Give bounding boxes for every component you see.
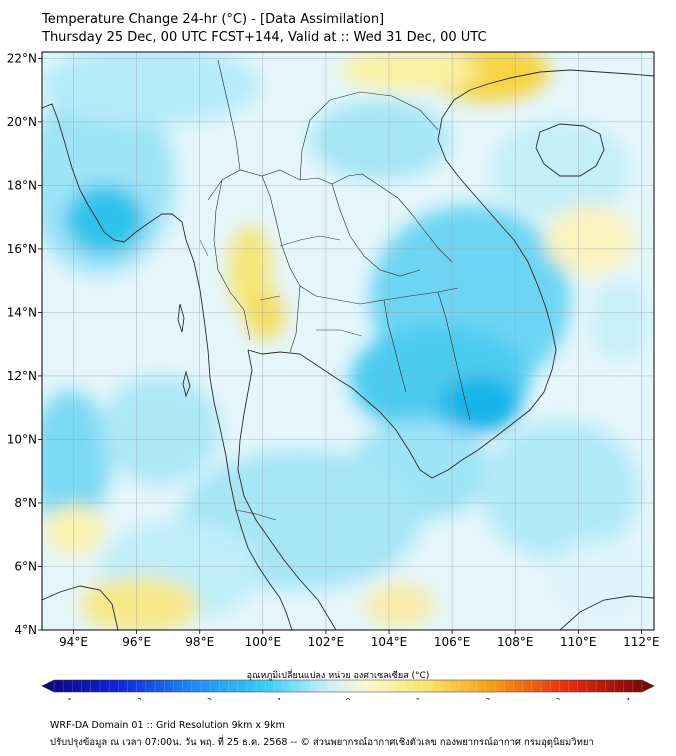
colorbar-tick-label: 4 (626, 697, 631, 700)
axis-ticks: 94°E 96°E 98°E 100°E 102°E 104°E 106°E 108°E 110… (7, 51, 660, 649)
lat-tick-label: 4°N (14, 623, 37, 637)
lat-tick-label: 10°N (7, 432, 37, 446)
lat-tick-label: 18°N (7, 178, 37, 192)
colorbar-tick-label: 3 (556, 697, 560, 700)
colorbar-tick-label: -1 (275, 697, 282, 700)
lat-tick-label: 20°N (7, 115, 37, 129)
lon-tick-label: 110°E (560, 635, 597, 649)
lon-tick-label: 112°E (623, 635, 660, 649)
colorbar-tick-label: 1 (416, 697, 420, 700)
lon-tick-label: 96°E (122, 635, 151, 649)
lon-tick-label: 108°E (497, 635, 534, 649)
lat-tick-label: 14°N (7, 305, 37, 319)
lon-tick-label: 102°E (308, 635, 345, 649)
map-title: Temperature Change 24-hr (°C) - [Data As… (42, 12, 385, 27)
graticule (42, 52, 654, 630)
lat-tick-label: 12°N (7, 369, 37, 383)
colorbar: -4 -3 -2 -1 0 1 2 3 4 (41, 679, 655, 700)
lat-tick-label: 22°N (7, 51, 37, 65)
colorbar-ticks: -4 -3 -2 -1 0 1 2 3 4 (53, 680, 643, 700)
colorbar-label: อุณหภูมิเปลี่ยนแปลง หน่วย องศาเซลเซียส (… (246, 671, 430, 681)
temperature-field (42, 52, 654, 630)
lon-tick-label: 98°E (185, 635, 214, 649)
lat-tick-label: 16°N (7, 242, 37, 256)
colorbar-tick-label: 0 (346, 697, 350, 700)
footer-model-info: WRF-DA Domain 01 :: Grid Resolution 9km … (50, 720, 285, 731)
footer-credit: ปรับปรุงข้อมูล ณ เวลา 07:00น. วัน พฤ. ที… (50, 737, 594, 748)
coastlines (42, 59, 654, 630)
temperature-map: 94°E 96°E 98°E 100°E 102°E 104°E 106°E 108°E 110… (7, 51, 660, 700)
lat-tick-label: 8°N (14, 496, 37, 510)
lon-tick-label: 94°E (59, 635, 88, 649)
lon-tick-label: 106°E (434, 635, 471, 649)
map-subtitle: Thursday 25 Dec, 00 UTC FCST+144, Valid … (42, 30, 487, 45)
lon-tick-label: 100°E (245, 635, 282, 649)
colorbar-tick-label: -3 (135, 697, 142, 700)
colorbar-bar (41, 679, 655, 693)
lon-tick-label: 104°E (371, 635, 408, 649)
colorbar-tick-label: -4 (65, 697, 73, 700)
lat-tick-label: 6°N (14, 559, 37, 573)
colorbar-tick-label: 2 (486, 697, 490, 700)
colorbar-tick-label: -2 (205, 697, 212, 700)
map-frame (41, 51, 655, 631)
